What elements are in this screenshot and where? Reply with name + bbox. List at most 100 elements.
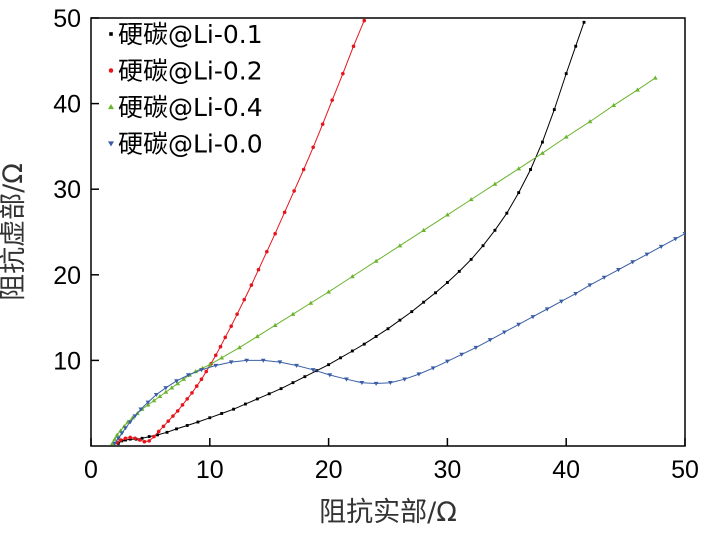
data-point <box>541 140 544 144</box>
x-tick-label: 20 <box>315 456 343 484</box>
data-point <box>616 267 621 273</box>
data-point <box>223 335 228 340</box>
data-point <box>386 327 390 331</box>
data-point <box>362 342 366 346</box>
data-point <box>229 324 233 328</box>
data-point <box>208 416 212 420</box>
legend-marker <box>108 104 114 110</box>
data-point <box>169 385 175 390</box>
data-point <box>374 334 378 338</box>
data-point <box>468 197 474 202</box>
data-point <box>529 168 532 171</box>
data-point <box>517 191 521 195</box>
data-point <box>163 389 169 394</box>
x-tick-label: 30 <box>433 456 461 484</box>
data-point <box>237 345 242 350</box>
data-point <box>294 363 299 368</box>
data-point <box>327 363 331 367</box>
data-point <box>115 436 121 441</box>
ticks-layer: 0 10 20 30 40 50 10 20 30 40 50 <box>53 5 699 484</box>
data-point <box>273 231 277 236</box>
data-point <box>244 358 250 363</box>
data-point <box>256 267 261 272</box>
data-point <box>303 375 307 379</box>
data-point <box>290 311 296 316</box>
data-point <box>194 384 199 388</box>
data-point <box>196 420 200 424</box>
data-point <box>185 424 189 427</box>
data-point <box>207 362 213 367</box>
data-point <box>180 403 185 407</box>
data-point <box>267 392 271 396</box>
data-point <box>213 363 219 368</box>
data-point <box>410 310 414 314</box>
data-point <box>326 289 331 294</box>
series-line <box>114 233 685 444</box>
series-3 <box>112 232 685 446</box>
data-point <box>516 322 522 327</box>
legend-label: 硬碳@Li-0.1 <box>118 20 263 49</box>
data-point <box>244 402 247 406</box>
data-point <box>138 407 144 412</box>
data-point <box>199 377 204 382</box>
data-point <box>350 349 354 353</box>
data-point <box>235 312 239 316</box>
data-point <box>166 419 171 423</box>
data-point <box>118 428 124 433</box>
data-point <box>373 258 379 263</box>
data-point <box>327 373 333 378</box>
data-point <box>249 283 254 287</box>
x-tick-label: 10 <box>196 456 224 484</box>
data-point <box>156 429 161 434</box>
data-point <box>563 134 569 139</box>
data-point <box>330 98 334 102</box>
data-point <box>140 436 144 440</box>
data-point <box>445 212 450 217</box>
data-point <box>219 355 225 360</box>
data-point <box>652 75 658 80</box>
data-point <box>151 398 157 403</box>
data-point <box>112 436 118 441</box>
data-point <box>265 249 269 254</box>
data-point <box>397 243 403 248</box>
data-point <box>272 322 278 327</box>
data-point <box>292 189 296 193</box>
data-point <box>544 307 550 312</box>
data-point <box>165 430 169 434</box>
data-point <box>422 300 426 304</box>
data-point <box>228 360 234 365</box>
data-point <box>157 393 163 399</box>
data-point <box>473 345 479 350</box>
data-point <box>582 20 586 24</box>
data-point <box>109 441 115 446</box>
data-point <box>181 376 187 381</box>
y-tick-label: 20 <box>53 262 81 290</box>
data-point <box>186 373 191 378</box>
data-point <box>128 435 133 440</box>
data-point <box>459 352 465 357</box>
data-point <box>445 359 450 364</box>
data-point <box>127 420 133 425</box>
data-point <box>351 44 356 49</box>
data-point <box>163 386 169 391</box>
data-point <box>242 297 247 302</box>
data-point <box>421 227 427 232</box>
data-point <box>573 291 579 297</box>
data-point <box>320 122 325 126</box>
data-point <box>362 18 367 23</box>
legend-marker <box>108 68 114 73</box>
data-point <box>232 407 235 411</box>
data-point <box>445 281 449 284</box>
legend-label: 硬碳@Li-0.4 <box>118 93 263 122</box>
data-point <box>254 334 260 339</box>
data-point <box>130 415 135 420</box>
y-axis-title: 阻抗虚部/Ω <box>0 163 29 301</box>
data-point <box>359 380 365 386</box>
data-point <box>559 299 564 304</box>
data-point <box>153 392 159 398</box>
data-point <box>587 283 593 288</box>
data-point <box>291 381 295 385</box>
data-point <box>190 391 194 395</box>
data-point <box>213 353 218 358</box>
data-point <box>564 72 568 76</box>
